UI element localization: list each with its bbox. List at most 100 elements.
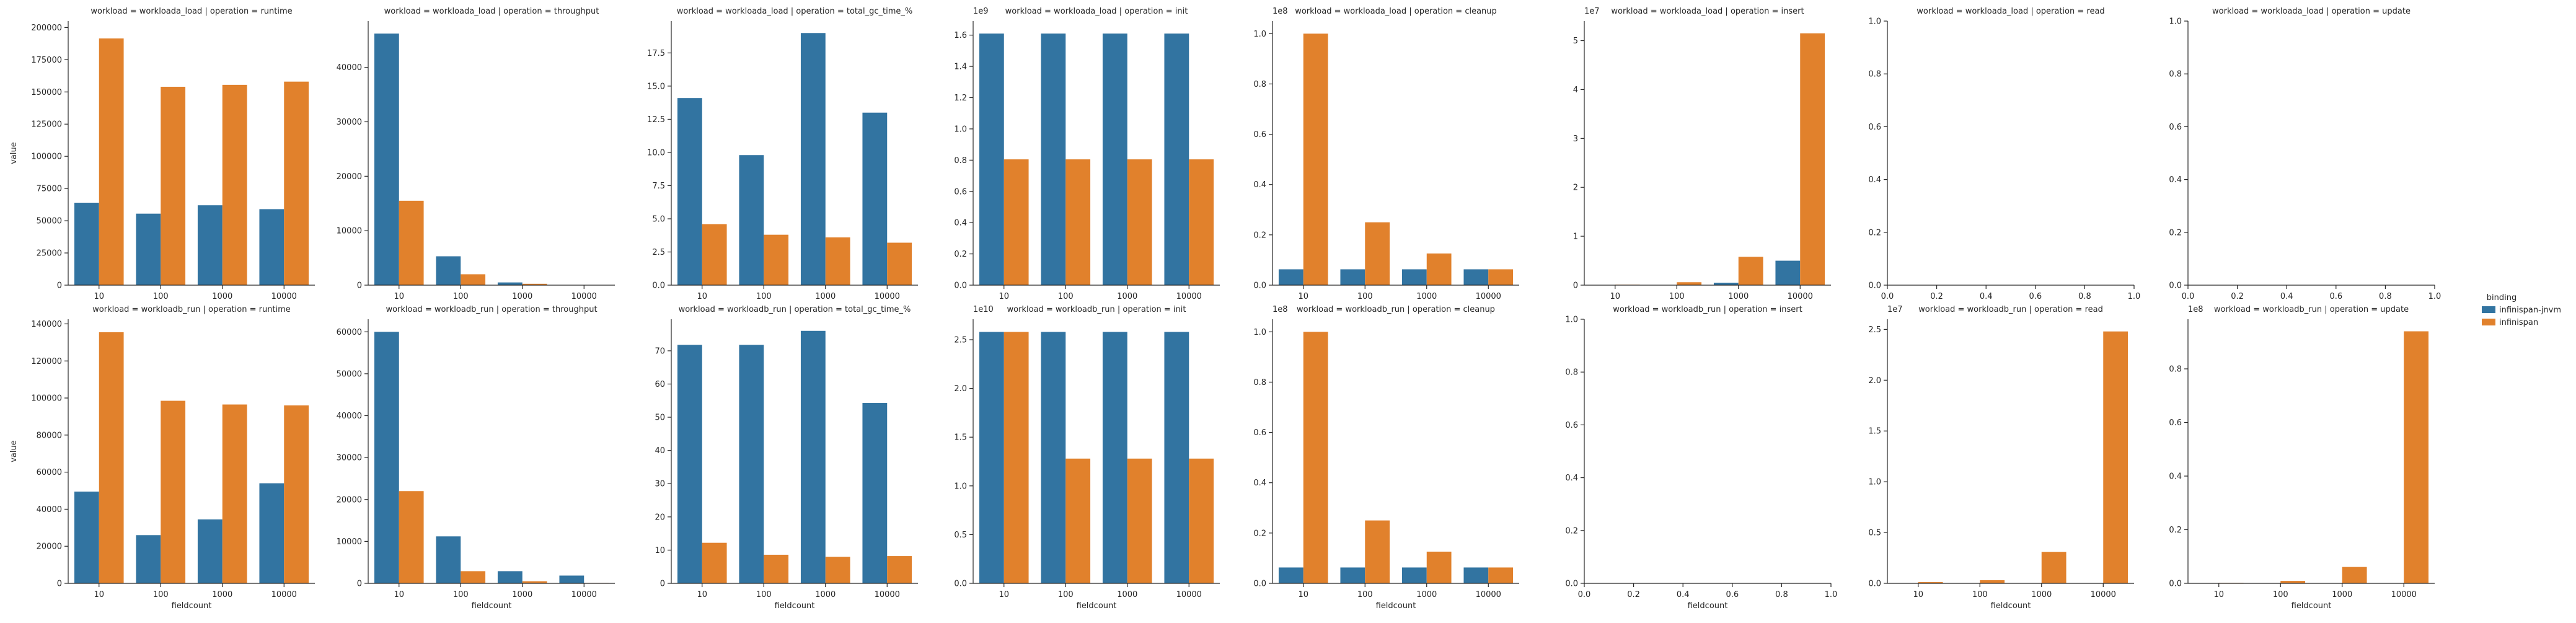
panel-title: workload = workloadb_run | operation = i… (1007, 305, 1186, 314)
facet-panel: workload = workloada_load | operation = … (337, 7, 615, 301)
y-tick-label: 2 (1573, 183, 1578, 193)
panel-title: workload = workloadb_run | operation = i… (1613, 305, 1802, 314)
bar-infinispan (764, 555, 788, 583)
y-tick-label: 4 (1573, 86, 1578, 95)
bar-infinispan (1004, 332, 1029, 583)
y-tick-label: 0 (57, 281, 62, 291)
y-tick-label: 2.5 (954, 336, 967, 345)
x-tick-label: 100 (1669, 292, 1685, 301)
x-tick-label: 10000 (271, 292, 297, 301)
axis-offset-label: 1e8 (2188, 305, 2203, 314)
y-tick-label: 40000 (337, 412, 362, 421)
bar-infinispan (1980, 580, 2005, 583)
panel-title: workload = workloadb_run | operation = t… (679, 305, 911, 314)
facet-panel: workload = workloada_load | operation = … (1573, 7, 1831, 301)
y-tick-label: 30 (655, 480, 665, 489)
bar-infinispan-jnvm (1041, 33, 1065, 285)
bar-infinispan (1127, 459, 1152, 583)
bar-infinispan (702, 224, 727, 285)
y-tick-label: 7.5 (652, 182, 665, 191)
bar-infinispan (284, 405, 309, 583)
x-tick-label: 1000 (2031, 590, 2052, 599)
y-tick-label: 50000 (337, 369, 362, 379)
y-tick-label: 0.2 (1253, 231, 1266, 240)
y-tick-label: 0 (357, 580, 362, 589)
bar-infinispan (1065, 159, 1090, 285)
bar-infinispan-jnvm (739, 345, 764, 583)
y-tick-label: 200000 (31, 24, 62, 33)
x-tick-label: 10000 (571, 292, 597, 301)
bar-infinispan-jnvm (1340, 567, 1365, 583)
x-axis-label: fieldcount (775, 601, 815, 611)
x-tick-label: 100 (1357, 292, 1373, 301)
y-tick-label: 1.6 (954, 31, 967, 40)
y-tick-label: 0.8 (2169, 365, 2182, 374)
bar-infinispan-jnvm (1164, 33, 1189, 285)
y-tick-label: 0.6 (1565, 421, 1578, 430)
x-tick-label: 1000 (1117, 590, 1137, 599)
bar-infinispan-jnvm (1402, 269, 1427, 285)
y-tick-label: 20000 (337, 495, 362, 505)
y-tick-label: 100000 (31, 394, 62, 404)
panel-title: workload = workloada_load | operation = … (1917, 7, 2104, 16)
x-tick-label: 10 (2213, 590, 2224, 599)
bar-infinispan-jnvm (1279, 567, 1303, 583)
y-tick-label: 0.2 (2169, 526, 2182, 535)
bar-infinispan (1365, 223, 1390, 285)
bar-infinispan (399, 491, 424, 583)
bar-infinispan-jnvm (1402, 567, 1427, 583)
bar-infinispan (461, 571, 485, 583)
y-tick-label: 0.8 (2169, 70, 2182, 79)
y-tick-label: 12.5 (647, 115, 665, 125)
bar-infinispan-jnvm (259, 209, 284, 285)
y-tick-label: 0.0 (2169, 580, 2182, 589)
facet-panel: workload = workloadb_run | operation = r… (9, 305, 315, 611)
bar-infinispan (887, 556, 912, 583)
x-tick-label: 10000 (1176, 292, 1202, 301)
y-tick-label: 75000 (37, 185, 62, 194)
y-tick-label: 25000 (37, 249, 62, 258)
y-tick-label: 0.0 (1868, 281, 1881, 291)
panel-title: workload = workloada_load | operation = … (90, 7, 292, 16)
facet-panel: workload = workloadb_run | operation = u… (2169, 305, 2435, 611)
y-tick-label: 0.4 (954, 219, 967, 228)
legend-label-infinispan: infinispan (2499, 318, 2538, 327)
y-tick-label: 1.0 (954, 482, 967, 491)
bar-infinispan (1365, 521, 1390, 583)
x-tick-label: 10000 (875, 292, 900, 301)
x-tick-label: 10 (999, 292, 1009, 301)
x-tick-label: 0.2 (1930, 292, 1943, 301)
y-tick-label: 0.2 (1565, 526, 1578, 536)
bar-infinispan-jnvm (374, 33, 399, 285)
y-tick-label: 0.0 (1565, 580, 1578, 589)
bar-infinispan (161, 401, 185, 583)
y-axis-label: value (9, 142, 19, 164)
x-tick-label: 10 (94, 590, 104, 599)
y-tick-label: 0.0 (954, 281, 967, 291)
y-tick-label: 17.5 (647, 49, 665, 58)
bar-infinispan-jnvm (801, 331, 826, 583)
y-tick-label: 20 (655, 513, 665, 522)
bar-infinispan (1427, 552, 1452, 583)
x-axis-label: fieldcount (1991, 601, 2031, 611)
panel-title: workload = workloadb_run | operation = r… (1918, 305, 2103, 314)
y-tick-label: 2.5 (652, 248, 665, 257)
x-tick-label: 10000 (571, 590, 597, 599)
x-tick-label: 0.0 (2182, 292, 2195, 301)
x-tick-label: 10000 (271, 590, 297, 599)
y-tick-label: 120000 (31, 357, 62, 366)
bar-infinispan (223, 405, 247, 583)
y-tick-label: 0 (357, 281, 362, 291)
y-tick-label: 0.4 (2169, 472, 2182, 482)
bar-infinispan (826, 557, 850, 583)
bar-infinispan-jnvm (559, 575, 584, 583)
facet-panel: workload = workloadb_run | operation = t… (655, 305, 918, 611)
bar-infinispan-jnvm (74, 492, 99, 583)
y-tick-label: 10 (655, 546, 665, 555)
bar-infinispan-jnvm (374, 332, 399, 583)
panel-title: workload = workloada_load | operation = … (2212, 7, 2411, 16)
facet-panel: workload = workloada_load | operation = … (1253, 7, 1519, 301)
bar-infinispan-jnvm (136, 535, 161, 583)
y-tick-label: 60000 (337, 328, 362, 337)
